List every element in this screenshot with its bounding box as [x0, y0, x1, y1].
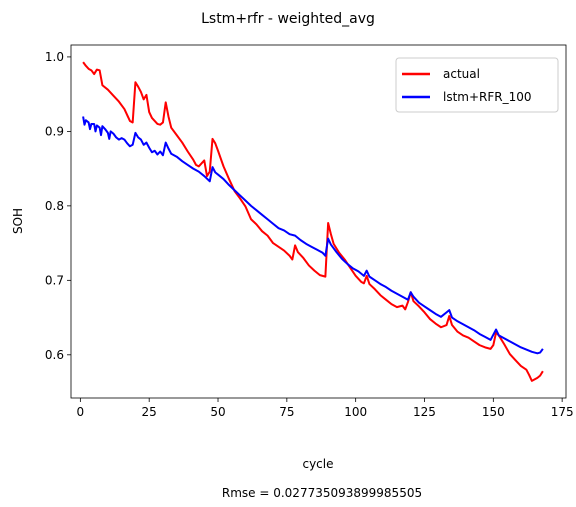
- legend: actual lstm+RFR_100: [395, 57, 559, 113]
- plot-frame: [70, 44, 567, 399]
- x-tick-label: 0: [77, 405, 85, 419]
- x-tick-label: 50: [210, 405, 225, 419]
- series-line-0: [82, 61, 544, 382]
- x-tick-label: 175: [551, 405, 574, 419]
- y-axis: 0.6 0.7 0.8 0.9 1.0: [45, 50, 71, 362]
- series-line-1: [82, 116, 544, 355]
- x-axis: 0 25 50 75 100 125 150 175: [77, 398, 574, 419]
- y-tick-label: 0.7: [45, 273, 64, 287]
- x-tick-label: 125: [413, 405, 436, 419]
- x-tick-label: 75: [279, 405, 294, 419]
- series-layer: [82, 61, 544, 382]
- x-axis-label: cycle: [302, 457, 333, 471]
- legend-label-lstm-rfr: lstm+RFR_100: [443, 90, 532, 104]
- chart-title: Lstm+rfr - weighted_avg: [201, 11, 375, 27]
- legend-box: [395, 57, 559, 113]
- y-tick-label: 0.8: [45, 199, 64, 213]
- x-tick-label: 100: [344, 405, 367, 419]
- rmse-footer: Rmse = 0.027735093899985505: [222, 486, 422, 500]
- y-axis-label: SOH: [11, 208, 25, 234]
- y-tick-label: 0.6: [45, 348, 64, 362]
- legend-label-actual: actual: [443, 67, 480, 81]
- y-tick-label: 0.9: [45, 124, 64, 138]
- x-tick-label: 25: [142, 405, 157, 419]
- y-tick-label: 1.0: [45, 50, 64, 64]
- x-tick-label: 150: [482, 405, 505, 419]
